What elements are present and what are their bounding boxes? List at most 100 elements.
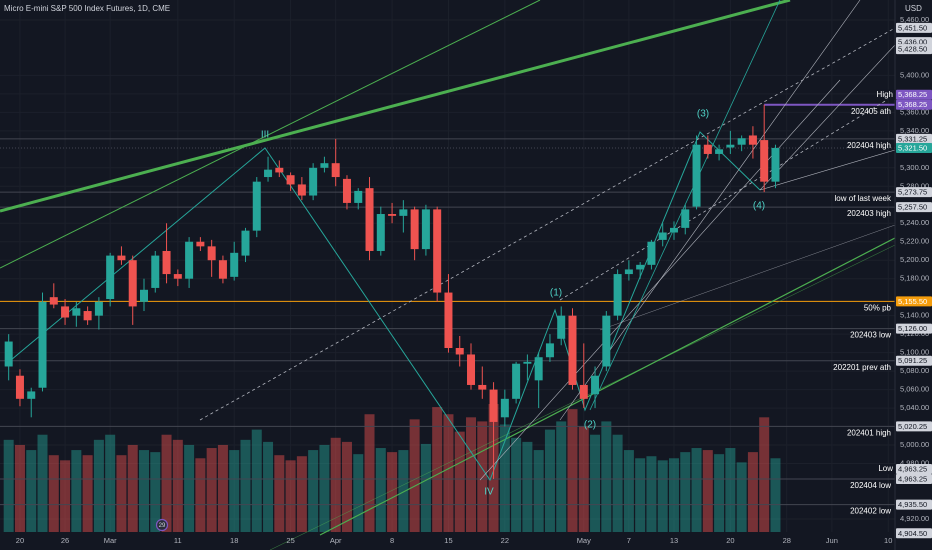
volume-bar <box>668 458 679 532</box>
volume-bar <box>308 450 319 532</box>
candle-body <box>489 389 498 422</box>
volume-bar <box>657 460 668 532</box>
volume-bar <box>454 431 465 532</box>
volume-bar <box>48 455 59 532</box>
candle-body <box>613 274 622 316</box>
candle-body <box>342 178 351 203</box>
y-tick-label: 5,040.00 <box>900 403 929 412</box>
price-tag-label: 5,020.25 <box>898 422 927 431</box>
volume-bar <box>387 452 398 532</box>
volume-pane <box>3 404 781 532</box>
volume-bar <box>499 424 510 532</box>
price-tag <box>896 355 932 366</box>
price-tag <box>896 528 932 539</box>
candle-body <box>241 230 250 256</box>
candle-body <box>444 292 453 349</box>
candle-body <box>591 375 600 395</box>
wave-label: (4) <box>753 201 765 212</box>
volume-bar <box>646 456 657 532</box>
volume-bar <box>26 450 37 532</box>
wave-label: (3) <box>697 109 709 120</box>
channel-line <box>599 224 896 331</box>
price-tag <box>896 421 932 432</box>
y-tick-label: 5,140.00 <box>900 311 929 320</box>
candle-body <box>433 209 442 293</box>
candle-body <box>703 144 712 154</box>
price-tag-label: 5,368.25 <box>898 100 927 109</box>
volume-bar <box>296 456 307 532</box>
candle-body <box>72 308 81 316</box>
candle-body <box>15 375 24 399</box>
price-tag-label: 4,963.25 <box>898 464 927 473</box>
x-tick-label: 15 <box>444 536 452 545</box>
price-tag <box>896 142 932 153</box>
candle-body <box>264 169 273 178</box>
x-tick-label: 22 <box>501 536 509 545</box>
volume-bar <box>150 452 161 532</box>
price-tag <box>896 473 932 484</box>
candle-body <box>726 144 735 148</box>
channel-line <box>759 149 896 191</box>
price-tag <box>896 202 932 213</box>
candle-body <box>320 163 329 168</box>
price-tag <box>896 499 932 510</box>
wave-line <box>4 131 761 482</box>
price-tag <box>896 133 932 144</box>
volume-bar <box>680 452 691 532</box>
candle-body <box>286 175 295 185</box>
volume-bar <box>206 448 217 532</box>
price-tag-label: 4,963.25 <box>898 474 927 483</box>
candle-body <box>692 144 701 207</box>
candle-body <box>771 147 780 182</box>
x-tick-label: 28 <box>783 536 791 545</box>
candle-body <box>421 209 430 250</box>
volume-bar <box>161 434 172 532</box>
candle-body <box>512 363 521 399</box>
volume-bar <box>229 450 240 532</box>
candle-body <box>534 357 543 381</box>
volume-bar <box>702 450 713 532</box>
volume-bar <box>533 450 544 532</box>
x-tick-label: 13 <box>670 536 678 545</box>
volume-bar <box>522 441 533 532</box>
y-tick-label: 5,400.00 <box>900 70 929 79</box>
price-tag <box>896 463 932 474</box>
volume-bar <box>127 444 138 532</box>
price-tag <box>896 296 932 307</box>
trend-line <box>319 237 896 536</box>
candle-body <box>38 301 47 388</box>
candle-body <box>410 209 419 250</box>
volume-bar <box>691 448 702 532</box>
candle-body <box>478 384 487 390</box>
candle-body <box>647 241 656 265</box>
level-label: 202404 low <box>850 481 891 490</box>
candle-body <box>636 264 645 270</box>
volume-bar <box>71 450 82 532</box>
volume-bar <box>477 421 488 532</box>
y-tick-label: 4,980.00 <box>900 458 929 467</box>
volume-bar <box>263 441 274 532</box>
volume-bar <box>195 458 206 532</box>
volume-bar <box>184 444 195 532</box>
volume-bar <box>285 460 296 532</box>
volume-bar <box>330 437 341 532</box>
wave-label: III <box>261 130 269 141</box>
candle-body <box>737 138 746 145</box>
y-tick-label: 4,920.00 <box>900 514 929 523</box>
price-tag <box>896 323 932 334</box>
candle-body <box>117 255 126 261</box>
candle-body <box>658 232 667 240</box>
candle-body <box>252 181 261 231</box>
level-label: low of last week <box>835 194 892 203</box>
candle-body <box>139 289 148 302</box>
level-label: 202401 high <box>847 428 891 437</box>
y-tick-label: 5,300.00 <box>900 163 929 172</box>
volume-bar <box>747 452 758 532</box>
volume-bar <box>93 439 104 532</box>
volume-bar <box>432 407 443 532</box>
x-tick-label: Jun <box>826 536 838 545</box>
volume-bar <box>353 454 364 532</box>
candle-body <box>4 341 13 367</box>
y-tick-label: 5,340.00 <box>900 126 929 135</box>
candle-body <box>365 188 374 251</box>
